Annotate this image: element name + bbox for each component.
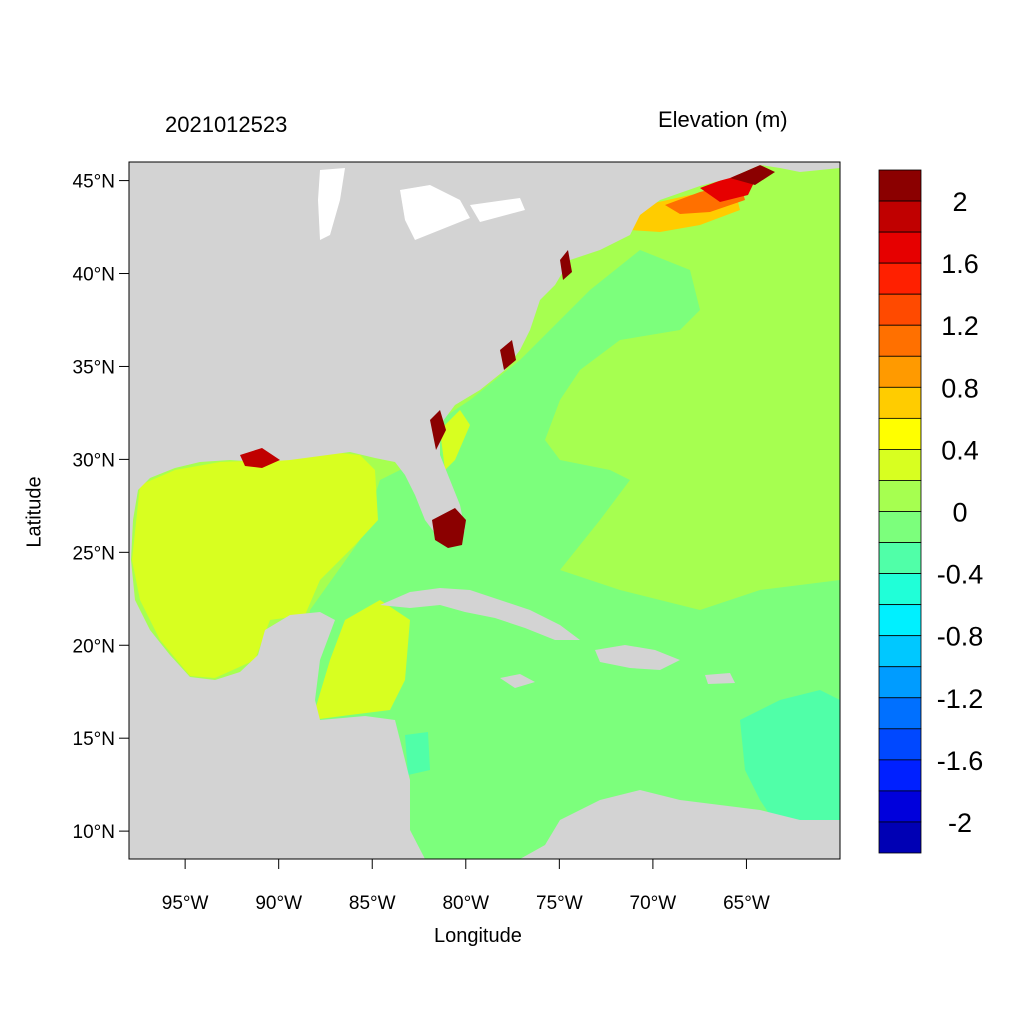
colorbar-label: 0 [952,498,967,528]
lon-tick-label: 75°W [536,893,583,914]
north-america-land [129,162,840,859]
florida-surge [432,508,466,548]
lat-tick-label: 25°N [73,543,115,564]
colorbar-label: 1.2 [941,311,979,341]
lon-tick-label: 90°W [255,893,302,914]
colorbar-swatch [878,728,922,761]
map-area [129,162,840,859]
colorbar-swatch [878,790,922,823]
colorbar-swatch [878,293,922,326]
gulf-of-mexico-field [132,452,378,678]
bay-of-fundy-surge [730,165,775,185]
hispaniola-land [595,645,680,670]
east-coast-surge [430,250,572,450]
jamaica-land [500,674,535,688]
colorbar-swatch [878,417,922,450]
lat-tick-label: 15°N [73,729,115,750]
colorbar-swatch [878,231,922,264]
colorbar-label: -2 [948,808,972,838]
colorbar-label: 1.6 [941,249,979,279]
colorbar-label: 2 [952,187,967,217]
lat-tick-label: 35°N [73,357,115,378]
puerto-rico-land [705,673,735,684]
colorbar-swatch [878,386,922,419]
plot-frame [128,161,841,860]
colorbar-swatch [878,542,922,574]
colorbar-swatch [878,169,922,202]
caribbean-negative-patch [740,690,840,830]
lat-tick-label: 20°N [73,636,115,657]
colorbar-swatch [878,355,922,388]
colorbar-swatch [878,449,922,481]
lon-tick-label: 80°W [442,893,489,914]
caribbean-west-field [312,600,410,720]
lat-tick-label: 40°N [73,265,115,286]
lon-tick-label: 65°W [723,893,770,914]
colorbar-swatch [878,511,922,543]
colorbar-swatch [878,821,922,854]
great-lakes [318,168,525,240]
lat-tick-label: 10°N [73,822,115,843]
colorbar-swatch [878,480,922,512]
colorbar-swatch [878,262,922,295]
cuba-land [380,588,580,640]
colorbar-label: 0.8 [941,373,979,403]
variable-label: Elevation (m) [658,107,788,132]
colorbar-swatch [878,200,922,233]
colorbar-label: 0.4 [941,435,979,465]
x-axis-title: Longitude [434,925,522,947]
colorbar-label: -0.8 [937,622,984,652]
colorbar: 2 1.6 1.2 0.8 0.4 0 -0.4 -0.8 -1.2 -1.6 -2 [878,169,984,854]
colorbar-swatch [878,604,922,637]
lat-tick-label: 30°N [73,450,115,471]
louisiana-surge [240,448,280,468]
colorbar-swatch [878,666,922,699]
timestamp-label: 2021012523 [165,112,288,137]
east-coast-positive-strip [440,410,470,470]
colorbar-label: -0.4 [937,560,984,590]
axis-ticks: 45°N 40°N 35°N 30°N 25°N 20°N 15°N 10°N 95°W 90°W… [73,172,770,914]
colorbar-swatch [878,573,922,606]
colorbar-swatch [878,635,922,668]
colorbar-swatch [878,324,922,357]
lon-tick-label: 95°W [162,893,209,914]
lat-tick-label: 45°N [73,172,115,193]
south-america-land [520,790,840,859]
lon-tick-label: 70°W [630,893,677,914]
colorbar-swatch [878,697,922,730]
colorbar-label: -1.2 [937,684,984,714]
colorbar-label: -1.6 [937,746,984,776]
honduras-negative-patch [405,732,430,775]
lon-tick-label: 85°W [349,893,396,914]
colorbar-swatch [878,759,922,792]
